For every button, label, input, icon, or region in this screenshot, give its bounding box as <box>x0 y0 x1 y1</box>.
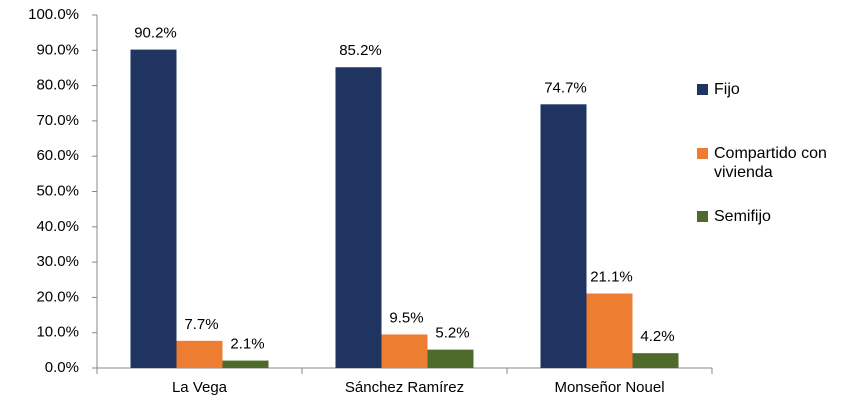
y-tick-label: 20.0% <box>36 288 79 305</box>
y-tick-label: 40.0% <box>36 218 79 235</box>
y-tick-label: 70.0% <box>36 112 79 129</box>
y-tick-label: 60.0% <box>36 147 79 164</box>
value-label: 2.1% <box>230 336 264 353</box>
bar <box>540 104 587 369</box>
value-label: 7.7% <box>184 316 218 333</box>
bar <box>632 353 679 368</box>
bar <box>130 49 177 369</box>
legend-label: Fijo <box>714 81 740 98</box>
legend-item: Fijo <box>697 80 862 99</box>
legend-item: Compartido con vivienda <box>697 144 862 182</box>
legend-label: Compartido con vivienda <box>714 145 827 181</box>
legend-item: Semifijo <box>697 207 862 226</box>
value-label: 85.2% <box>339 42 382 59</box>
x-tick-label: Monseñor Nouel <box>554 379 664 396</box>
legend-label: Semifijo <box>714 208 771 225</box>
value-label: 74.7% <box>544 79 587 96</box>
y-tick-label: 100.0% <box>28 6 79 23</box>
bar <box>427 349 474 368</box>
value-label: 21.1% <box>590 268 633 285</box>
value-label: 5.2% <box>435 325 469 342</box>
value-label: 90.2% <box>134 25 177 42</box>
y-tick-label: 0.0% <box>45 359 79 376</box>
legend-swatch <box>697 148 708 159</box>
y-tick-label: 30.0% <box>36 253 79 270</box>
bar <box>586 293 633 368</box>
bar <box>335 67 382 368</box>
x-tick-label: La Vega <box>172 379 228 396</box>
value-label: 9.5% <box>389 309 423 326</box>
legend-swatch <box>697 211 708 222</box>
bar <box>176 340 223 368</box>
y-tick-label: 80.0% <box>36 77 79 94</box>
bar <box>222 360 269 368</box>
value-label: 4.2% <box>640 328 674 345</box>
y-tick-label: 50.0% <box>36 182 79 199</box>
y-tick-label: 90.0% <box>36 41 79 58</box>
legend-swatch <box>697 84 708 95</box>
x-tick-label: Sánchez Ramírez <box>345 379 464 396</box>
y-tick-label: 10.0% <box>36 324 79 341</box>
bar <box>381 334 428 368</box>
